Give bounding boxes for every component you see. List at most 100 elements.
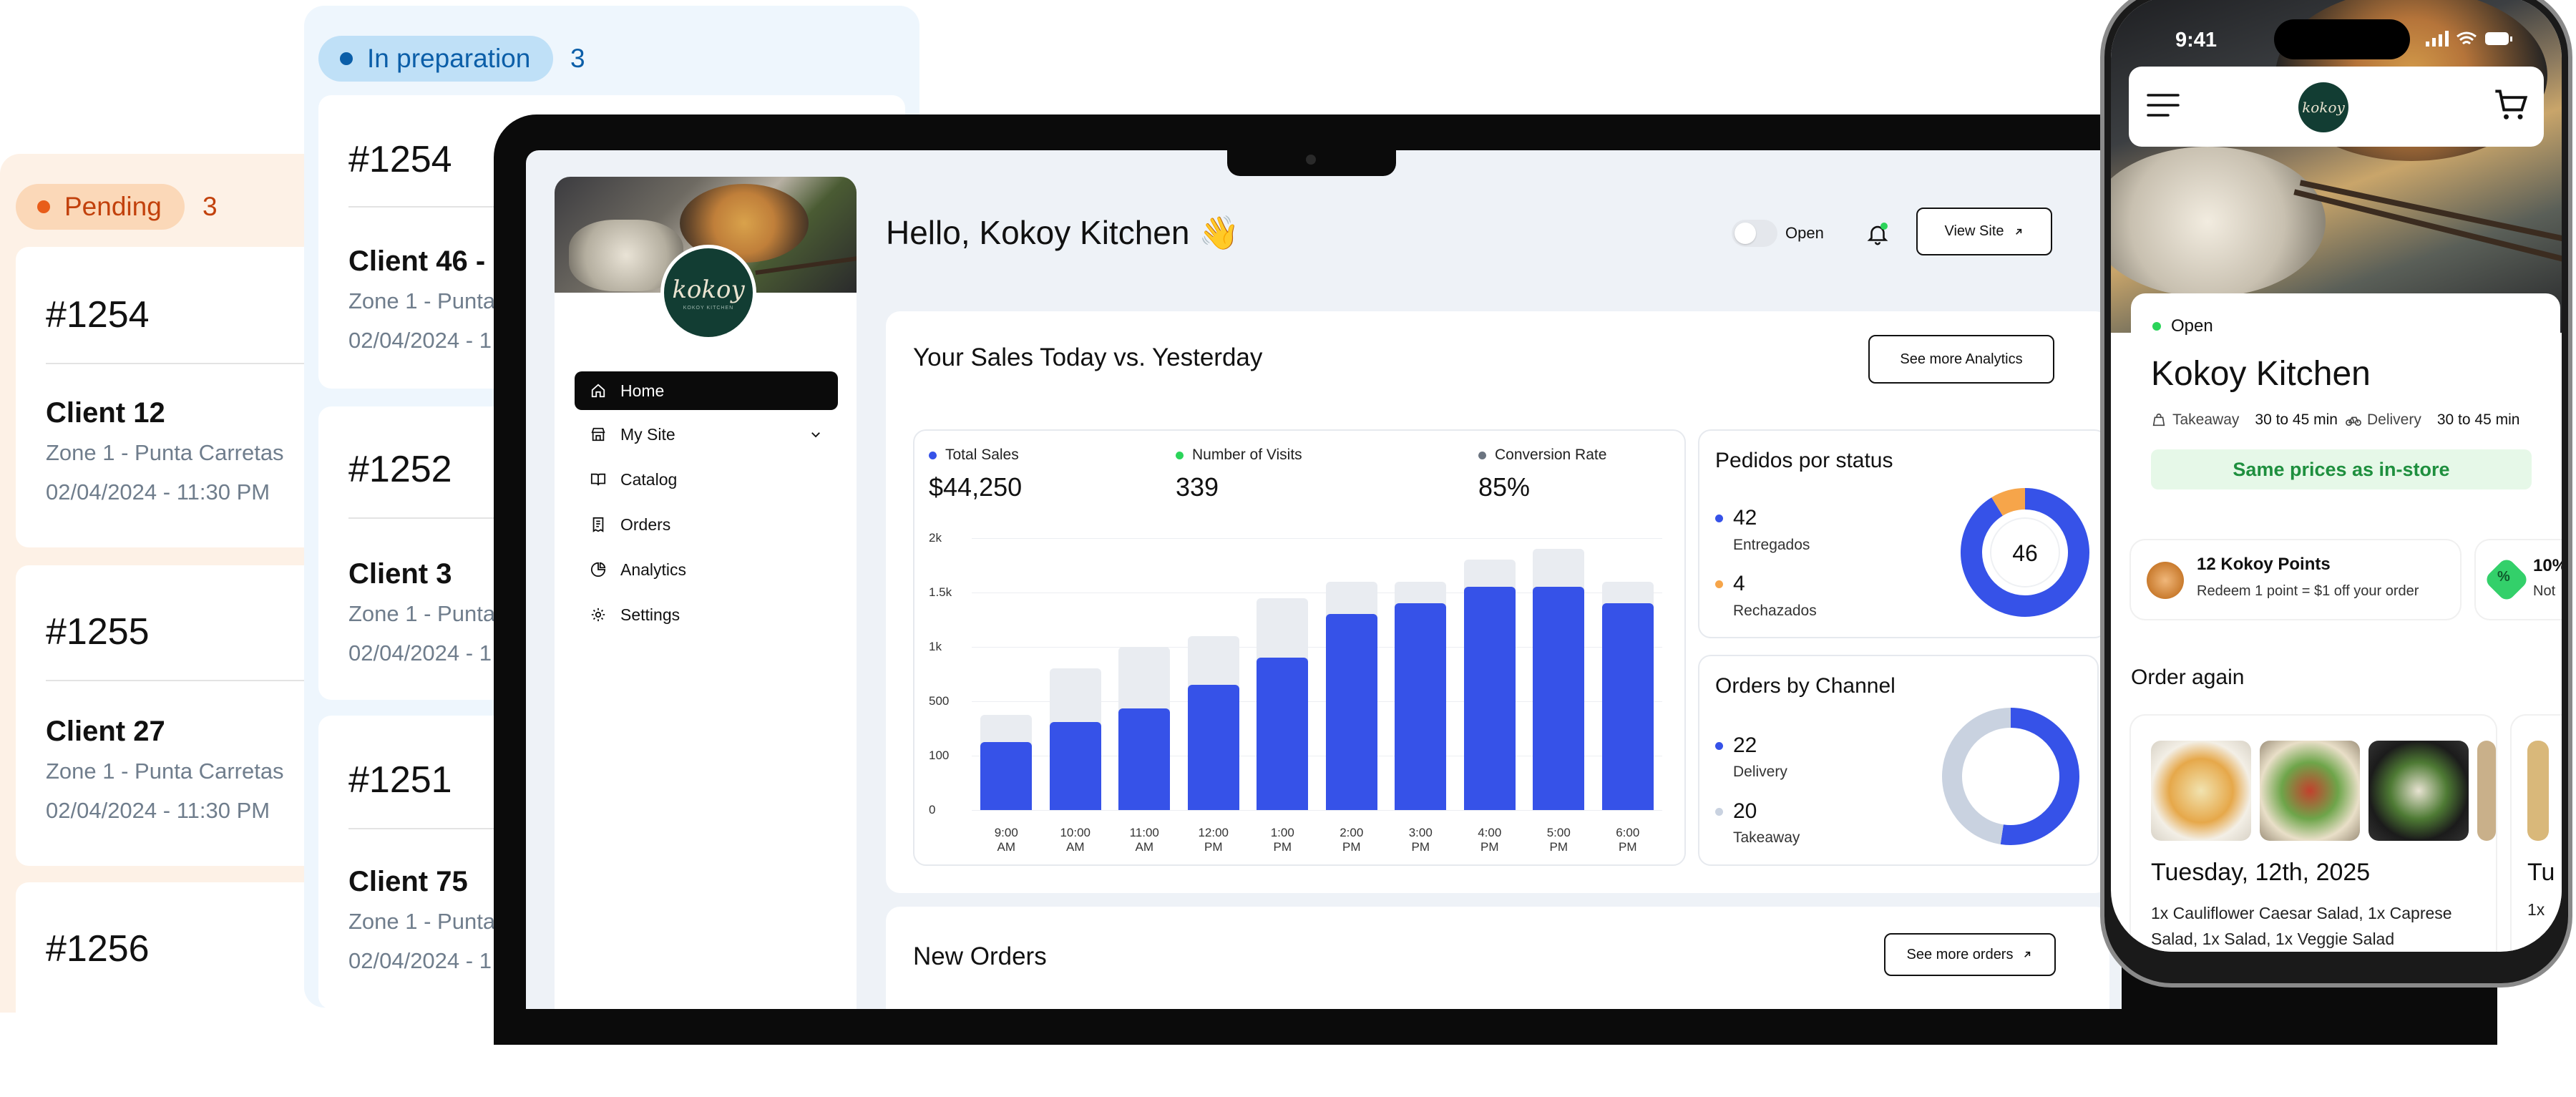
order-datetime: 02/04/2024 - 11:30 PM [46,479,270,504]
bar-today[interactable] [1118,708,1171,810]
promo-card[interactable]: % 10% Not [2476,540,2562,619]
bar-today[interactable] [1463,587,1516,810]
new-orders-panel: New Orders See more orders [886,907,2109,1009]
sidebar-item-analytics[interactable]: Analytics [575,550,838,589]
phone-screen: 9:41 kokoy Open Kokoy Kitchen Takeaway 30… [2111,0,2562,952]
sidebar-item-orders[interactable]: Orders [575,505,838,544]
legend-dot-icon [1715,514,1723,522]
hamburger-menu-icon[interactable] [2147,91,2180,120]
divider [46,680,331,681]
x-tick-label: 5:00 PM [1533,826,1584,854]
rejected-label: Rechazados [1733,603,1817,619]
order-card[interactable]: #1254 Client 12 Zone 1 - Punta Carretas … [16,247,331,547]
sidebar-item-label: Catalog [620,469,678,489]
loyalty-points-card[interactable]: 12 Kokoy Points Redeem 1 point = $1 off … [2131,540,2460,619]
open-status-text: Open [2171,316,2213,336]
order-number: #1254 [46,294,150,336]
grid-line [972,647,1662,648]
y-tick-label: 1.5k [929,585,952,599]
delivery-zone: Zone 1 - Punta Carretas [46,440,284,465]
delivery-zone: Zone 1 - Punta C [348,288,518,313]
see-more-orders-label: See more orders [1906,946,2014,962]
x-tick-label-line: 1:00 [1270,826,1294,839]
pending-count: 3 [203,192,218,221]
metric-conversion-value: 85% [1478,472,1531,502]
order-card[interactable]: #1256 [16,882,331,1097]
arrow-up-right-icon [2024,951,2031,957]
divider [46,363,331,364]
order-again-heading: Order again [2131,665,2245,689]
sidebar-item-label: Settings [620,605,680,624]
restaurant-logo[interactable]: kokoy KOKOY KITCHEN [660,245,756,341]
bar-today[interactable] [1601,603,1654,810]
food-image [2368,741,2469,841]
in-preparation-dot-icon [340,52,353,65]
open-status-toggle[interactable] [1732,220,1777,247]
bar-today[interactable] [1257,658,1309,810]
previous-order-card[interactable]: Tu 1x [2512,716,2562,952]
x-tick-label: 10:00 AM [1050,826,1101,854]
bar-today[interactable] [1533,587,1585,810]
bar-today[interactable] [980,742,1033,810]
takeaway-bag-icon [2152,413,2165,426]
donut-slice-takeaway[interactable] [1942,708,2011,844]
see-more-analytics-button[interactable]: See more Analytics [1868,335,2054,384]
client-name: Client 12 [46,397,165,429]
bell-icon[interactable] [1865,222,1890,246]
pending-label: Pending [64,192,162,221]
status-total: 46 [2012,540,2038,566]
takeaway-count: 20 [1715,799,1757,824]
sidebar-item-settings[interactable]: Settings [575,595,838,634]
takeaway-label: Takeaway [2172,411,2240,428]
cart-icon[interactable] [2492,87,2529,124]
discount-symbol: % [2497,569,2510,585]
sidebar-item-label: Orders [620,515,671,534]
x-tick-label-line: PM [1480,840,1499,854]
phone-restaurant-logo[interactable]: kokoy [2298,82,2348,132]
order-datetime: 02/04/2024 - 11:30 PM [46,798,270,823]
logo-text: kokoy [2302,99,2345,116]
x-tick-label-line: PM [1204,840,1223,854]
legend-dot-icon [1715,807,1723,816]
donut-slice-rechazados[interactable] [1991,488,2026,517]
bar-today[interactable] [1395,603,1447,810]
restaurant-name: Kokoy Kitchen [2151,355,2371,393]
bicycle-icon [2346,416,2361,426]
chevron-down-icon[interactable] [809,428,822,441]
x-tick-label-line: 3:00 [1408,826,1433,839]
donut-slice-delivery[interactable] [2000,708,2079,845]
x-tick-label-line: 11:00 [1129,826,1159,839]
dynamic-island [2274,19,2410,59]
channel-title: Orders by Channel [1715,674,1896,698]
delivery-zone: Zone 1 - Punta Carretas [46,759,284,784]
x-tick-label-line: PM [1411,840,1430,854]
pending-dot-icon [37,200,50,213]
bar-today[interactable] [1187,685,1239,810]
same-prices-banner: Same prices as in-store [2151,449,2532,489]
delivery-label: Delivery [1733,764,1787,780]
donut-slice-entregados[interactable] [1961,488,2089,617]
status-donut-chart: 46 [1961,488,2089,617]
x-tick-label: 4:00 PM [1465,826,1515,854]
sidebar-item-catalog[interactable]: Catalog [575,460,838,499]
delivery-zone: Zone 1 - Punta C [348,909,518,934]
open-status: Open [2152,316,2213,336]
previous-order-card[interactable]: Tuesday, 12th, 2025 1x Cauliflower Caesa… [2131,716,2496,952]
stat-value: 42 [1733,506,1757,530]
x-tick-label-line: 5:00 [1546,826,1571,839]
bar-today[interactable] [1049,721,1101,810]
sidebar-item-my-site[interactable]: My Site [575,415,838,454]
sidebar-item-home[interactable]: Home [575,371,838,410]
legend-dot-icon [1176,451,1184,459]
order-number: #1255 [46,611,150,653]
order-card[interactable]: #1255 Client 27 Zone 1 - Punta Carretas … [16,565,331,866]
y-tick-label: 1k [929,640,942,653]
view-site-button[interactable]: View Site [1916,208,2052,255]
bar-today[interactable] [1325,614,1377,810]
grid-line [972,810,1662,811]
see-more-orders-button[interactable]: See more orders [1884,933,2056,976]
y-tick-label: 0 [929,803,936,816]
sales-title: Your Sales Today vs. Yesterday [913,343,1263,371]
delivery-info: Delivery 30 to 45 min [2346,411,2519,429]
delivered-label: Entregados [1733,537,1810,553]
